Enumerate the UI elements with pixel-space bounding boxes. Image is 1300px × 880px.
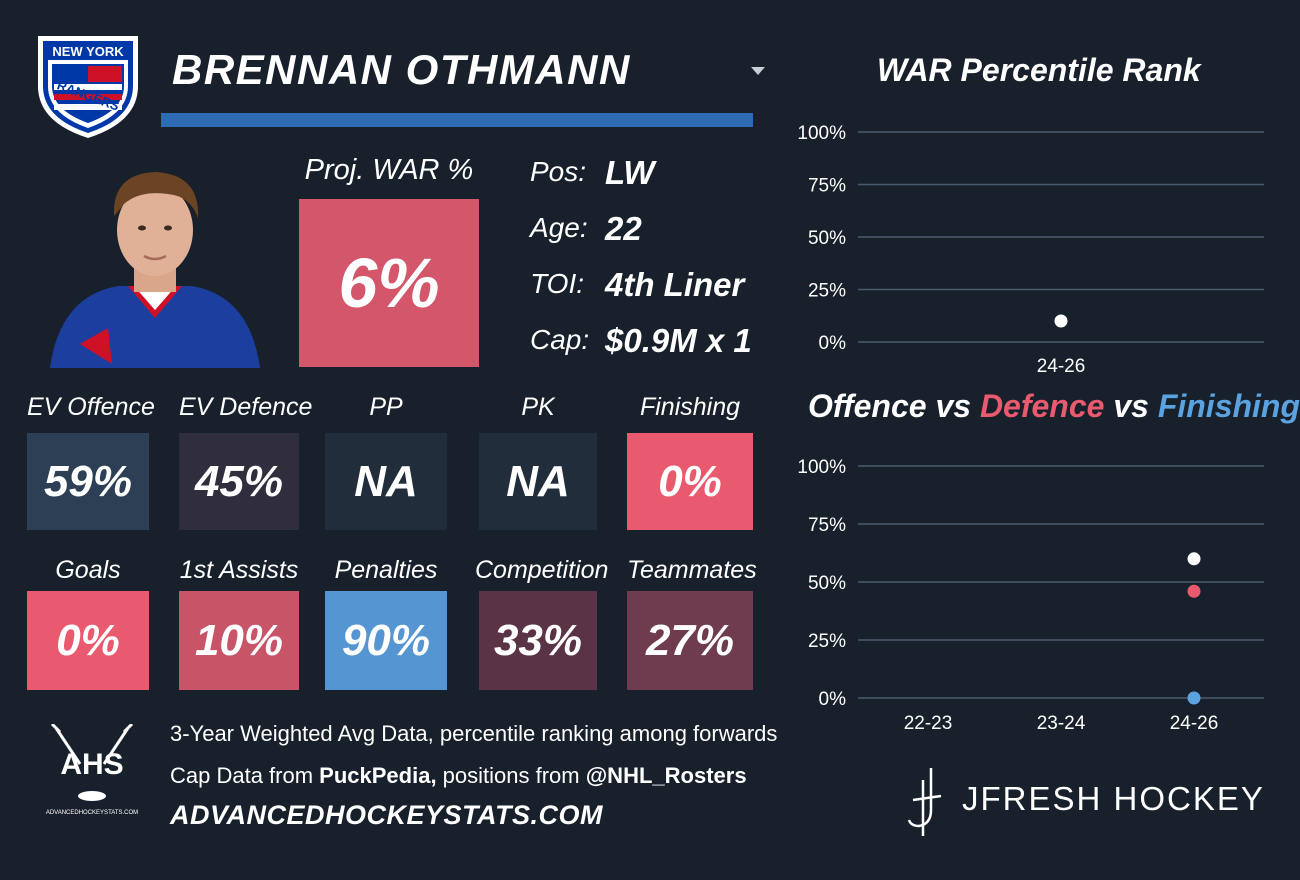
y-tick-label: 0%	[819, 333, 847, 354]
logo-text-top: NEW YORK	[52, 44, 124, 59]
stat-penalties-label: Penalties	[334, 556, 438, 584]
proj-war-value: 6%	[299, 199, 479, 367]
stat-ev-defence-label: EV Defence	[179, 393, 313, 421]
data-point	[1187, 691, 1201, 705]
stat-teammates-value: 27%	[627, 591, 753, 690]
bio-toi-value: 4th Liner	[605, 266, 745, 303]
footer-note-2-mid: positions from	[436, 763, 586, 788]
data-point	[1054, 314, 1068, 328]
stat-pk-label: PK	[521, 393, 555, 421]
ovd-title-offence: Offence	[808, 388, 927, 424]
x-tick-label: 24-26	[1037, 356, 1086, 377]
stat-teammates-label: Teammates	[627, 556, 757, 584]
bio-pos-label: Pos:	[530, 156, 587, 187]
x-tick-label: 23-24	[1037, 713, 1086, 734]
ovd-chart-title: Offence vs Defence vs Finishing	[808, 388, 1300, 425]
offence-defence-finishing-chart: 0% 25% 50% 75% 100% 22-23 23-24 24-26	[797, 457, 1264, 734]
stat-finishing-value: 0%	[627, 433, 753, 530]
y-tick-label: 50%	[808, 228, 846, 249]
stat-competition-value: 33%	[479, 591, 597, 690]
nhl-rosters-link[interactable]: @NHL_Rosters	[585, 763, 747, 788]
y-tick-label: 25%	[808, 281, 846, 302]
player-headshot	[50, 172, 260, 368]
jfresh-logo-icon	[907, 768, 942, 836]
stat-pp-value: NA	[325, 433, 447, 530]
bio-toi-label: TOI:	[530, 268, 584, 299]
stat-finishing-label: Finishing	[639, 393, 741, 421]
stat-competition-label: Competition	[475, 556, 609, 584]
player-name: BRENNAN OTHMANN	[172, 46, 631, 93]
ahs-logo: AHS ADVANCEDHOCKEYSTATS.COM	[46, 724, 138, 816]
y-tick-label: 0%	[819, 689, 847, 710]
stat-goals-value: 0%	[27, 591, 149, 690]
ovd-title-vs-1: vs	[926, 388, 980, 424]
bio-cap-label: Cap:	[530, 324, 590, 355]
stat-pk-value: NA	[479, 433, 597, 530]
stat-ev-offence-label: EV Offence	[27, 393, 155, 421]
footer-note-2-pre: Cap Data from	[170, 763, 320, 788]
team-logo: NEW YORK RANGERS	[38, 36, 138, 138]
war-chart-title: WAR Percentile Rank	[877, 52, 1201, 88]
x-tick-label: 22-23	[904, 713, 953, 734]
name-underline	[161, 113, 753, 127]
y-tick-label: 100%	[797, 457, 846, 478]
ovd-title-finishing: Finishing	[1157, 388, 1300, 424]
y-tick-label: 100%	[797, 123, 846, 144]
war-percentile-chart: 0% 25% 50% 75% 100% 24-26	[797, 123, 1264, 377]
bio-age-label: Age:	[530, 212, 588, 243]
y-tick-label: 75%	[808, 176, 846, 197]
bio-cap-value: $0.9M x 1	[605, 322, 752, 359]
bio-age-value: 22	[605, 210, 642, 247]
ovd-title-vs-2: vs	[1104, 388, 1158, 424]
stat-ev-defence-value: 45%	[179, 433, 299, 530]
y-tick-label: 25%	[808, 631, 846, 652]
stat-first-assists-value: 10%	[179, 591, 299, 690]
footer-note-2: Cap Data from PuckPedia, positions from …	[170, 763, 747, 789]
data-point	[1187, 552, 1201, 566]
ahs-logo-text: AHS	[60, 748, 123, 781]
footer-note-1: 3-Year Weighted Avg Data, percentile ran…	[170, 721, 778, 746]
ovd-title-defence: Defence	[979, 388, 1105, 424]
data-point	[1187, 584, 1201, 598]
stat-goals-label: Goals	[55, 556, 121, 584]
stat-pp-label: PP	[369, 393, 403, 421]
ahs-logo-small: ADVANCEDHOCKEYSTATS.COM	[46, 810, 138, 816]
x-tick-label: 24-26	[1170, 713, 1219, 734]
site-url[interactable]: ADVANCEDHOCKEYSTATS.COM	[170, 800, 604, 830]
y-tick-label: 75%	[808, 515, 846, 536]
stat-penalties-value: 90%	[325, 591, 447, 690]
stat-ev-offence-value: 59%	[27, 433, 149, 530]
y-tick-label: 50%	[808, 573, 846, 594]
chevron-down-icon[interactable]	[750, 66, 766, 76]
bio-pos-value: LW	[605, 154, 655, 191]
proj-war-label: Proj. WAR %	[304, 154, 474, 186]
stat-first-assists-label: 1st Assists	[179, 556, 299, 584]
puckpedia-link[interactable]: PuckPedia,	[319, 763, 437, 788]
jfresh-brand: JFRESH HOCKEY	[962, 780, 1265, 817]
